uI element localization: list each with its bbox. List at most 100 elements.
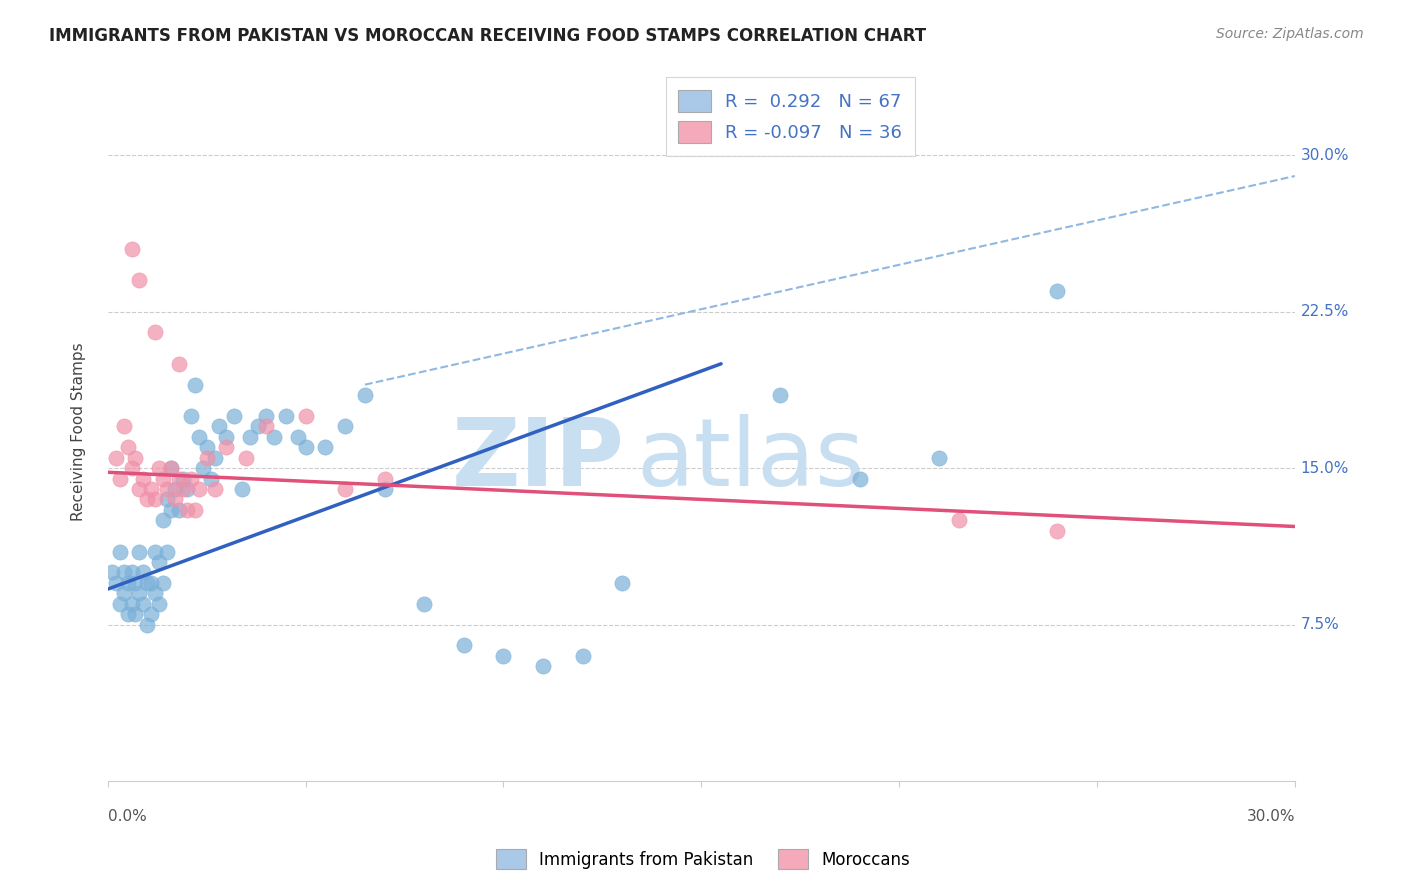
Point <box>314 440 336 454</box>
Point <box>374 482 396 496</box>
Point <box>136 575 159 590</box>
Point <box>148 555 170 569</box>
Y-axis label: Receiving Food Stamps: Receiving Food Stamps <box>72 343 86 521</box>
Point <box>163 482 186 496</box>
Point <box>156 482 179 496</box>
Point <box>180 409 202 423</box>
Point <box>274 409 297 423</box>
Point <box>287 430 309 444</box>
Point <box>453 639 475 653</box>
Point <box>104 575 127 590</box>
Point <box>180 471 202 485</box>
Point <box>108 471 131 485</box>
Point <box>571 648 593 663</box>
Point <box>121 566 143 580</box>
Point <box>148 597 170 611</box>
Text: ZIP: ZIP <box>451 414 624 506</box>
Point <box>152 575 174 590</box>
Point <box>335 419 357 434</box>
Point <box>612 575 634 590</box>
Point <box>152 471 174 485</box>
Text: 30.0%: 30.0% <box>1246 809 1295 824</box>
Point <box>163 492 186 507</box>
Point <box>848 471 870 485</box>
Point <box>204 450 226 465</box>
Point <box>124 575 146 590</box>
Point <box>160 503 183 517</box>
Point <box>108 597 131 611</box>
Point <box>928 450 950 465</box>
Point <box>215 430 238 444</box>
Point <box>121 242 143 256</box>
Point <box>263 430 285 444</box>
Text: 22.5%: 22.5% <box>1301 304 1350 319</box>
Point <box>117 575 139 590</box>
Point <box>690 128 713 142</box>
Point <box>187 430 209 444</box>
Point <box>167 503 190 517</box>
Point <box>141 575 163 590</box>
Text: 15.0%: 15.0% <box>1301 460 1350 475</box>
Point <box>354 388 377 402</box>
Point <box>112 586 135 600</box>
Point <box>128 544 150 558</box>
Point <box>176 482 198 496</box>
Point <box>374 471 396 485</box>
Point <box>124 450 146 465</box>
Point <box>187 482 209 496</box>
Point <box>143 544 166 558</box>
Point <box>1046 284 1069 298</box>
Point <box>132 597 155 611</box>
Point <box>207 419 229 434</box>
Point <box>141 482 163 496</box>
Point <box>176 503 198 517</box>
Text: 0.0%: 0.0% <box>108 809 146 824</box>
Point <box>160 461 183 475</box>
Point <box>172 482 194 496</box>
Point <box>200 471 222 485</box>
Point <box>132 471 155 485</box>
Point <box>117 607 139 621</box>
Point <box>160 461 183 475</box>
Point <box>184 503 207 517</box>
Text: IMMIGRANTS FROM PAKISTAN VS MOROCCAN RECEIVING FOOD STAMPS CORRELATION CHART: IMMIGRANTS FROM PAKISTAN VS MOROCCAN REC… <box>49 27 927 45</box>
Point <box>167 357 190 371</box>
Point <box>128 273 150 287</box>
Point <box>136 617 159 632</box>
Legend: R =  0.292   N = 67, R = -0.097   N = 36: R = 0.292 N = 67, R = -0.097 N = 36 <box>666 78 915 155</box>
Point <box>204 482 226 496</box>
Text: 7.5%: 7.5% <box>1301 617 1340 632</box>
Point <box>128 586 150 600</box>
Point <box>224 409 246 423</box>
Point <box>156 492 179 507</box>
Point <box>294 409 316 423</box>
Point <box>136 492 159 507</box>
Point <box>104 450 127 465</box>
Point <box>112 566 135 580</box>
Point <box>191 461 214 475</box>
Point <box>112 419 135 434</box>
Legend: Immigrants from Pakistan, Moroccans: Immigrants from Pakistan, Moroccans <box>485 838 921 880</box>
Point <box>531 659 554 673</box>
Point <box>121 461 143 475</box>
Point <box>100 566 122 580</box>
Point <box>128 482 150 496</box>
Text: 30.0%: 30.0% <box>1301 148 1350 162</box>
Point <box>335 482 357 496</box>
Point <box>156 544 179 558</box>
Text: atlas: atlas <box>636 414 865 506</box>
Point <box>124 607 146 621</box>
Point <box>148 461 170 475</box>
Point <box>108 544 131 558</box>
Point <box>254 419 277 434</box>
Point <box>117 440 139 454</box>
Point <box>1046 524 1069 538</box>
Point <box>172 471 194 485</box>
Point <box>247 419 270 434</box>
Point <box>195 450 218 465</box>
Text: Source: ZipAtlas.com: Source: ZipAtlas.com <box>1216 27 1364 41</box>
Point <box>239 430 262 444</box>
Point <box>235 450 257 465</box>
Point <box>413 597 436 611</box>
Point <box>141 607 163 621</box>
